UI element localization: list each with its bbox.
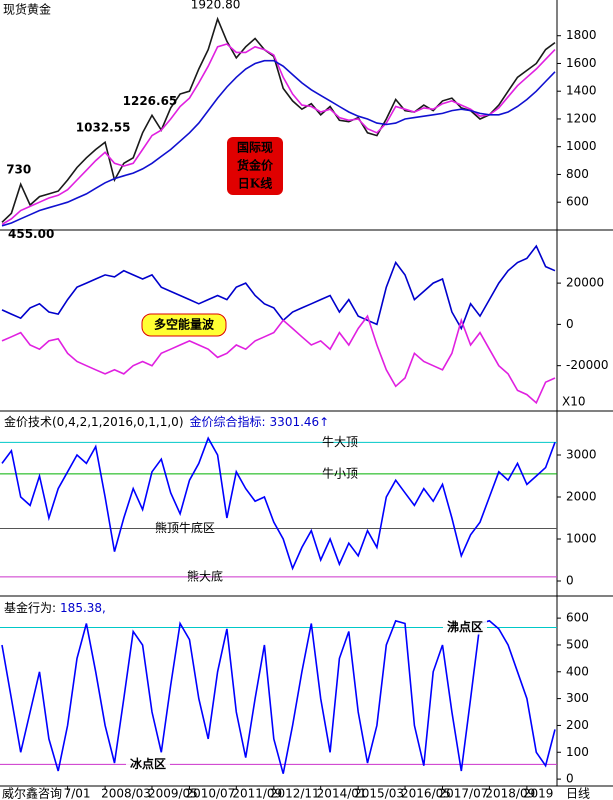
y-tick-label: 0 bbox=[566, 772, 574, 786]
source-label: 威尔鑫咨询 bbox=[2, 786, 62, 800]
period-label: 日线 bbox=[566, 787, 590, 800]
y-tick-label: 0 bbox=[566, 574, 574, 588]
panel-title: 现货黄金 bbox=[3, 2, 51, 17]
reference-label: 沸点区 bbox=[447, 619, 483, 634]
series-line bbox=[1, 16, 556, 223]
y-tick-label: -20000 bbox=[566, 358, 609, 372]
y-tick-label: 1200 bbox=[566, 111, 597, 125]
y-tick-label: 300 bbox=[566, 691, 589, 705]
x-tick-label: 2015/03 bbox=[354, 787, 404, 800]
indicator-value: 3301.46↑ bbox=[270, 415, 330, 429]
x-tick-label: 7/01 bbox=[64, 787, 91, 800]
series-line bbox=[1, 619, 556, 774]
title-badge-text: 多空能量波 bbox=[154, 317, 215, 332]
indicator-name: 基金行为: bbox=[4, 600, 56, 615]
y-tick-label: 1000 bbox=[566, 532, 597, 546]
title-badge bbox=[227, 137, 283, 195]
y-tick-label: 3000 bbox=[566, 448, 597, 462]
scale-label: X10 bbox=[562, 395, 586, 409]
x-tick-label: 2018/09 bbox=[485, 787, 535, 800]
panel-title: 基金行为: 185.38, bbox=[4, 600, 106, 615]
y-tick-label: 400 bbox=[566, 664, 589, 678]
y-tick-label: 600 bbox=[566, 611, 589, 625]
price-label: 1226.65 bbox=[123, 94, 178, 108]
reference-label: 牛大顶 bbox=[322, 434, 358, 449]
title-badge-text: 货金价 bbox=[237, 158, 274, 173]
price-label: 455.00 bbox=[8, 227, 54, 241]
reference-label-bg bbox=[126, 757, 170, 772]
x-tick-label: 2017/07 bbox=[439, 787, 489, 800]
reference-label: 牛小顶 bbox=[322, 465, 358, 480]
y-tick-label: 1400 bbox=[566, 84, 597, 98]
indicator-value: 185.38, bbox=[60, 601, 106, 615]
series-line bbox=[1, 43, 556, 226]
x-tick-label: 2016/05 bbox=[401, 787, 451, 800]
reference-label-bg bbox=[443, 620, 487, 635]
y-tick-label: 2000 bbox=[566, 490, 597, 504]
reference-label: 熊大底 bbox=[187, 568, 223, 583]
title-badge bbox=[141, 313, 227, 337]
indicator-name: 金价技术(0,4,2,1,2016,0,1,1,0) bbox=[4, 414, 184, 429]
series-line bbox=[1, 436, 556, 571]
series-line bbox=[1, 59, 556, 227]
panel-title: 金价技术(0,4,2,1,2016,0,1,1,0) 金价综合指标: 3301.46… bbox=[4, 414, 329, 429]
price-label: 730 bbox=[6, 163, 31, 177]
x-tick-label: 2008/03 bbox=[101, 787, 151, 800]
x-tick-label: 2012/11 bbox=[270, 787, 320, 800]
x-tick-label: 2014/01 bbox=[317, 787, 367, 800]
indicator-label: 金价综合指标: bbox=[190, 414, 266, 429]
series-line bbox=[1, 314, 556, 405]
y-tick-label: 20000 bbox=[566, 276, 604, 290]
y-tick-label: 100 bbox=[566, 745, 589, 759]
reference-label: 冰点区 bbox=[130, 756, 166, 771]
x-tick-label: 2010/07 bbox=[185, 787, 235, 800]
y-tick-label: 1000 bbox=[566, 139, 597, 153]
y-tick-label: 500 bbox=[566, 637, 589, 651]
x-tick-label: 2011/09 bbox=[232, 787, 282, 800]
price-label: 1920.80 bbox=[191, 0, 241, 11]
price-label: 1032.55 bbox=[76, 121, 131, 135]
y-tick-label: 200 bbox=[566, 718, 589, 732]
y-tick-label: 1600 bbox=[566, 56, 597, 70]
x-tick-label: 2009/05 bbox=[148, 787, 198, 800]
y-tick-label: 1800 bbox=[566, 28, 597, 42]
title-badge-text: 国际现 bbox=[237, 141, 273, 155]
y-tick-label: 0 bbox=[566, 317, 574, 331]
x-tick-label: 2019 bbox=[523, 787, 554, 800]
y-tick-label: 800 bbox=[566, 167, 589, 181]
y-tick-label: 600 bbox=[566, 195, 589, 209]
reference-label: 熊顶牛底区 bbox=[155, 520, 215, 535]
title-badge-text: 日K线 bbox=[238, 176, 272, 191]
